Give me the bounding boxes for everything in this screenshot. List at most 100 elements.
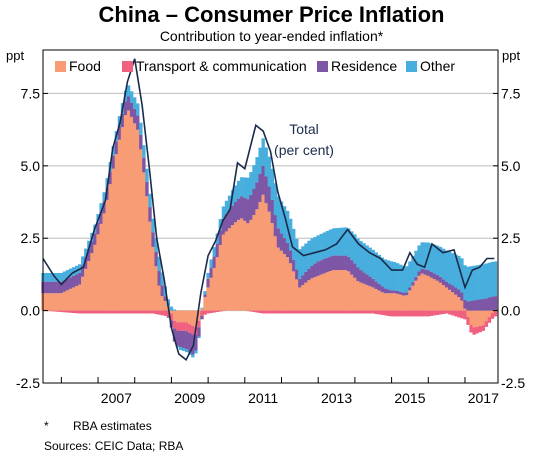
bar-transport-communication-73 [264,310,268,314]
bar-food-29 [129,116,134,311]
bar-food-107 [368,286,372,311]
bar-other-139 [466,266,470,302]
bar-residence-81 [289,250,293,264]
bar-residence-143 [478,299,482,311]
bar-food-72 [261,194,265,311]
bar-residence-35 [148,207,152,222]
bar-transport-communication-93 [325,310,330,314]
bar-residence-71 [258,174,262,203]
bar-transport-communication-101 [350,310,354,314]
bar-residence-75 [270,199,275,224]
bar-transport-communication-3 [50,310,54,312]
bar-food-77 [276,247,281,311]
bar-transport-communication-14 [84,310,88,314]
bar-food-91 [319,274,323,311]
bar-transport-communication-95 [331,310,336,314]
bar-transport-communication-119 [405,310,409,317]
bar-residence-123 [417,271,421,276]
bar-food-64 [237,219,241,311]
bar-residence-62 [230,205,235,226]
bar-residence-59 [221,218,226,235]
bar-residence-29 [129,102,134,117]
bar-other-96 [334,228,339,256]
bar-food-38 [157,285,161,311]
bar-other-67 [246,177,250,200]
bar-residence-141 [472,300,476,311]
bar-transport-communication-19 [99,310,103,314]
bar-residence-129 [435,274,440,281]
bar-transport-communication-81 [289,310,293,314]
bar-residence-4 [53,281,57,294]
legend: Food Transport & communication Residence Ot… [55,58,455,74]
bar-transport-communication-49 [191,325,195,335]
bar-transport-communication-12 [78,310,82,314]
bar-food-75 [270,223,275,311]
bar-other-95 [331,228,336,256]
bar-other-2 [47,272,51,282]
bar-transport-communication-96 [334,310,339,314]
bar-transport-communication-8 [65,310,70,313]
bar-residence-110 [377,283,382,291]
xtick-label-4: 2015 [394,390,425,406]
ytick-label-left-3: 5.0 [21,158,41,174]
bar-transport-communication-29 [129,310,134,314]
bar-other-89 [313,236,317,264]
bar-transport-communication-72 [261,310,265,314]
bar-transport-communication-112 [383,310,388,316]
ytick-label-right-4: 7.5 [501,85,521,101]
bar-food-1 [44,293,48,311]
bar-food-106 [365,285,369,311]
bar-food-53 [203,297,207,311]
bar-food-96 [334,270,339,311]
bar-residence-24 [114,141,119,155]
bar-other-144 [481,264,486,300]
bar-other-76 [273,183,278,216]
bar-transport-communication-97 [337,310,342,314]
bar-food-34 [145,196,149,311]
bar-food-117 [399,294,403,311]
bar-other-6 [59,272,64,282]
bar-residence-145 [484,298,489,311]
bar-residence-119 [405,292,409,296]
bar-transport-communication-127 [429,310,434,316]
bar-residence-121 [411,282,415,286]
bar-transport-communication-22 [108,310,112,314]
bar-other-138 [463,265,467,300]
bar-residence-90 [316,261,320,276]
bar-residence-41 [166,316,171,318]
bar-other-54 [206,272,210,279]
bar-food-127 [429,277,434,311]
bar-transport-communication-85 [301,310,305,314]
legend-label-food: Food [69,58,101,74]
legend-swatch-other [406,61,417,72]
bar-residence-64 [237,198,241,220]
bar-other-98 [340,227,345,256]
bar-transport-communication-13 [81,310,85,314]
bar-transport-communication-107 [368,310,372,314]
bar-transport-communication-51 [197,320,201,328]
bar-food-25 [117,139,122,311]
bar-food-65 [240,218,244,311]
legend-swatch-food [55,61,66,72]
bar-residence-95 [331,255,336,271]
bar-residence-125 [423,269,427,275]
bar-residence-37 [154,251,158,267]
bar-food-30 [133,123,137,311]
bar-food-71 [258,202,262,311]
bar-other-78 [279,201,284,234]
bar-residence-74 [267,186,271,212]
bar-transport-communication-42 [169,313,174,321]
ytick-label-right-2: 2.5 [501,230,521,246]
bar-residence-127 [429,271,434,278]
bar-residence-36 [151,232,155,247]
bar-residence-130 [438,276,443,283]
bar-other-23 [111,146,116,156]
bar-food-24 [114,154,119,311]
bar-food-98 [340,270,345,311]
bar-other-19 [99,203,103,213]
bar-residence-65 [240,196,244,219]
bar-other-55 [209,259,213,268]
bar-transport-communication-98 [340,310,345,314]
bar-food-52 [200,308,204,311]
bar-other-100 [347,228,351,257]
